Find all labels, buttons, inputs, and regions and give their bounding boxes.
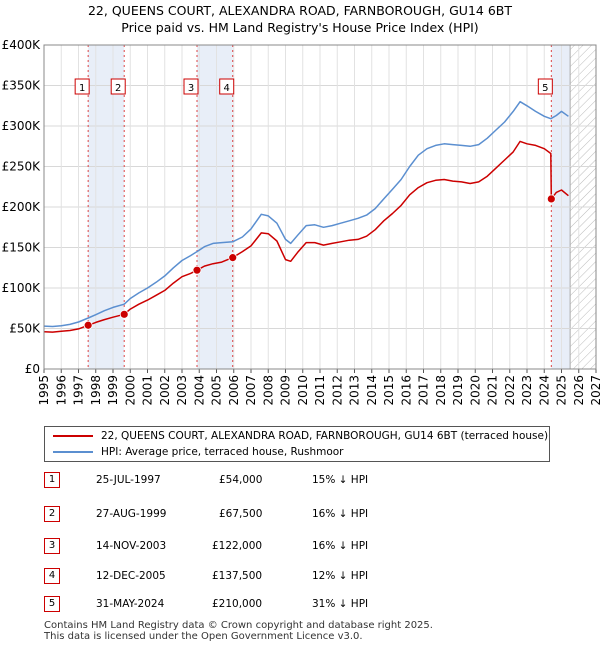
legend-label-property: 22, QUEENS COURT, ALEXANDRA ROAD, FARNBO… — [101, 430, 549, 442]
sale-point — [83, 320, 93, 330]
sale-point — [228, 253, 238, 263]
legend-swatch-hpi — [53, 451, 93, 453]
x-tick-label: 2005 — [210, 375, 224, 406]
x-tick-label: 2000 — [123, 375, 137, 406]
x-tick-label: 2018 — [434, 375, 448, 406]
y-tick-label: £0 — [25, 362, 40, 376]
y-tick-label: £250K — [2, 160, 42, 174]
x-tick-label: 1997 — [72, 375, 86, 406]
hpi-line — [43, 100, 569, 328]
property-price-line — [43, 140, 569, 333]
x-tick-label: 2025 — [555, 375, 569, 406]
y-tick-label: £150K — [2, 241, 42, 255]
sale-label-box — [183, 78, 199, 95]
y-tick-label: £400K — [2, 38, 42, 52]
footer-license: This data is licensed under the Open Gov… — [44, 631, 363, 642]
x-tick-label: 2014 — [365, 375, 379, 406]
x-tick-label: 1998 — [89, 375, 103, 406]
sale-number-badge: 2 — [44, 506, 60, 522]
x-tick-label: 1996 — [54, 375, 68, 406]
sale-point — [192, 265, 202, 275]
sale-label-number: 4 — [224, 83, 230, 94]
x-tick-label: 2006 — [227, 375, 241, 406]
sale-number-badge: 4 — [44, 568, 60, 584]
sale-hpi-diff: 31% ↓ HPI — [312, 598, 369, 610]
footer: Contains HM Land Registry data © Crown c… — [44, 620, 433, 642]
sale-hpi-diff: 15% ↓ HPI — [312, 474, 369, 486]
table-row: 1 25-JUL-1997 £54,000 15% ↓ HPI — [44, 472, 564, 490]
sale-label-box — [110, 78, 126, 95]
y-tick-label: £300K — [2, 119, 42, 133]
x-tick-label: 2019 — [451, 375, 465, 406]
x-tick-label: 2010 — [296, 375, 310, 406]
sale-point — [119, 309, 129, 319]
legend-item-hpi: HPI: Average price, terraced house, Rush… — [53, 444, 344, 460]
sale-date: 12-DEC-2005 — [96, 570, 166, 582]
sale-label-box — [537, 78, 553, 95]
sale-price: £54,000 — [219, 474, 263, 486]
y-tick-label: £50K — [9, 322, 41, 336]
x-tick-label: 2003 — [175, 375, 189, 406]
sale-hpi-diff: 16% ↓ HPI — [312, 540, 369, 552]
legend-label-hpi: HPI: Average price, terraced house, Rush… — [101, 446, 344, 458]
x-tick-label: 2004 — [192, 375, 206, 406]
sale-hpi-diff: 12% ↓ HPI — [312, 570, 369, 582]
sale-label-box — [219, 78, 235, 95]
x-tick-label: 2007 — [244, 375, 258, 406]
x-tick-label: 1999 — [106, 375, 120, 406]
sale-hpi-diff: 16% ↓ HPI — [312, 508, 369, 520]
x-tick-label: 2017 — [417, 375, 431, 406]
x-tick-label: 1995 — [37, 375, 51, 406]
sale-number-badge: 1 — [44, 472, 60, 488]
x-tick-label: 2021 — [486, 375, 500, 406]
chart-title-line: 22, QUEENS COURT, ALEXANDRA ROAD, FARNBO… — [87, 3, 512, 18]
table-row: 5 31-MAY-2024 £210,000 31% ↓ HPI — [44, 596, 564, 614]
chart-subtitle: Price paid vs. HM Land Registry's House … — [121, 20, 479, 35]
legend-swatch-property — [53, 435, 93, 437]
sale-date: 14-NOV-2003 — [96, 540, 167, 552]
sale-label-number: 5 — [542, 83, 548, 94]
x-tick-label: 2009 — [279, 375, 293, 406]
sale-date: 27-AUG-1999 — [96, 508, 167, 520]
footer-copyright: Contains HM Land Registry data © Crown c… — [44, 620, 433, 631]
table-row: 3 14-NOV-2003 £122,000 16% ↓ HPI — [44, 538, 564, 556]
sale-label-number: 3 — [188, 83, 194, 94]
sale-price: £137,500 — [212, 570, 263, 582]
x-tick-label: 2001 — [141, 375, 155, 406]
sale-point — [546, 194, 556, 204]
x-tick-label: 2022 — [503, 375, 517, 406]
sale-label-number: 2 — [115, 83, 121, 94]
sale-price: £122,000 — [212, 540, 263, 552]
chart-title: 22, QUEENS COURT, ALEXANDRA ROAD, FARNBO… — [0, 2, 600, 36]
price-chart: 1 2 3 4 5 £0 £50K £100K £150K £200K £250K £300K £35… — [2, 38, 600, 406]
legend-item-property: 22, QUEENS COURT, ALEXANDRA ROAD, FARNBO… — [53, 428, 548, 444]
x-tick-label: 2026 — [572, 375, 586, 406]
x-tick-label: 2024 — [537, 375, 551, 406]
x-tick-label: 2020 — [468, 375, 482, 406]
y-tick-label: £200K — [2, 200, 42, 214]
legend: 22, QUEENS COURT, ALEXANDRA ROAD, FARNBO… — [44, 426, 550, 462]
x-tick-label: 2013 — [348, 375, 362, 406]
sale-label-number: 1 — [79, 83, 85, 94]
x-tick-label: 2002 — [158, 375, 172, 406]
y-tick-label: £100K — [2, 281, 42, 295]
x-tick-label: 2011 — [313, 375, 327, 406]
sale-label-box — [74, 78, 90, 95]
sale-date: 25-JUL-1997 — [96, 474, 161, 486]
y-tick-label: £350K — [2, 79, 42, 93]
x-tick-label: 2016 — [399, 375, 413, 406]
x-tick-label: 2023 — [520, 375, 534, 406]
x-tick-label: 2008 — [261, 375, 275, 406]
sale-number-badge: 5 — [44, 596, 60, 612]
x-tick-label: 2027 — [589, 375, 600, 406]
plot-border — [43, 44, 597, 370]
sale-number-badge: 3 — [44, 538, 60, 554]
x-tick-label: 2015 — [382, 375, 396, 406]
sale-price: £210,000 — [212, 598, 263, 610]
table-row: 4 12-DEC-2005 £137,500 12% ↓ HPI — [44, 568, 564, 586]
sale-date: 31-MAY-2024 — [96, 598, 165, 610]
x-tick-label: 2012 — [330, 375, 344, 406]
sale-price: £67,500 — [219, 508, 263, 520]
table-row: 2 27-AUG-1999 £67,500 16% ↓ HPI — [44, 506, 564, 524]
